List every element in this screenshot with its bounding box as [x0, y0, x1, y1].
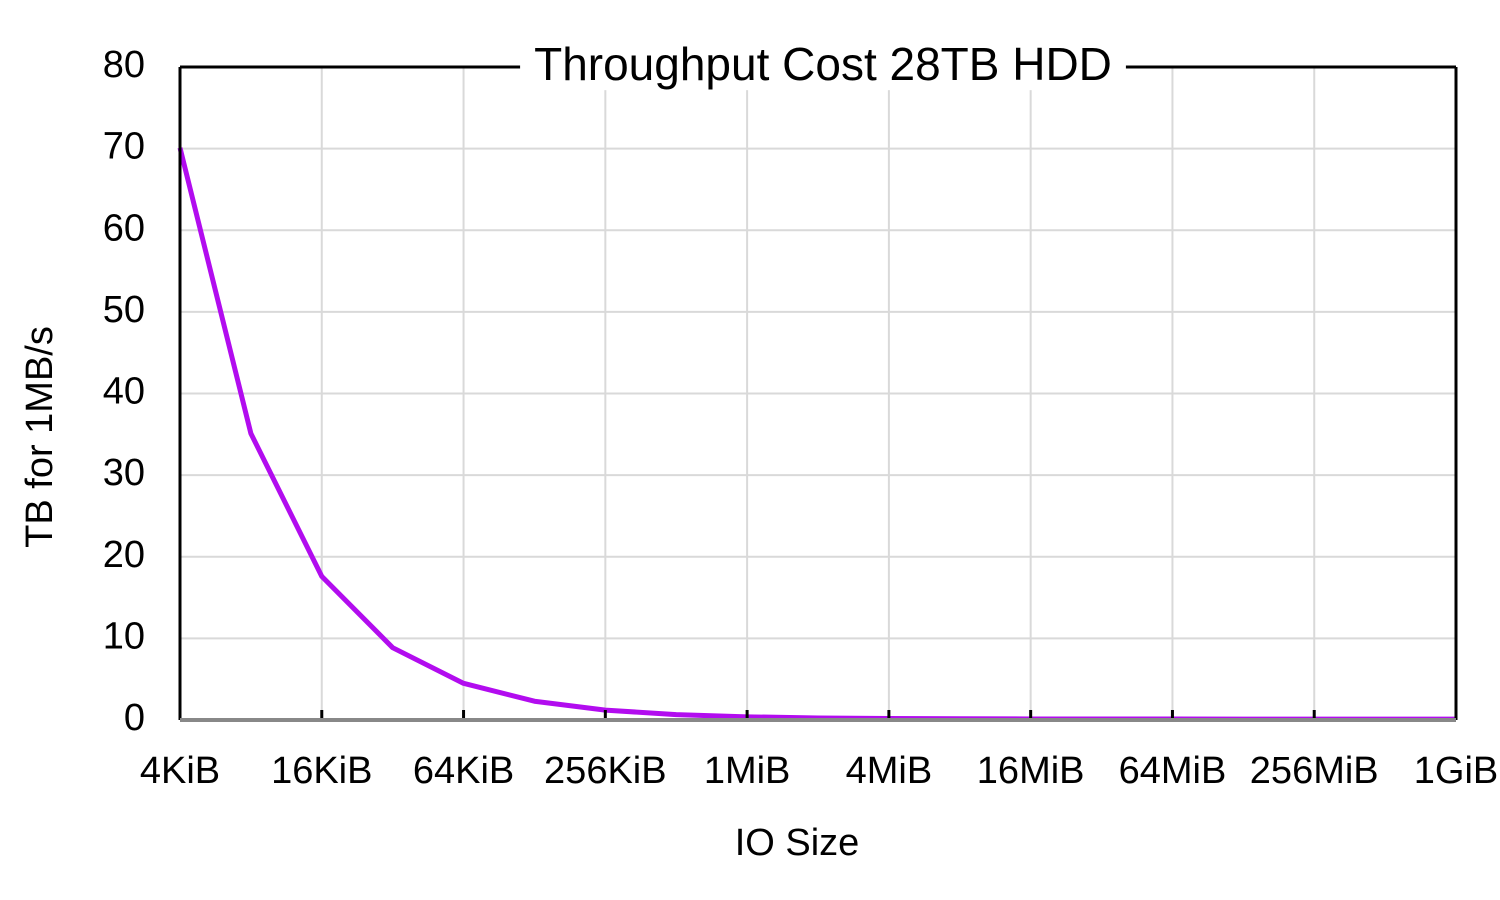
y-tick-label: 0 — [124, 697, 145, 739]
marks — [177, 147, 1456, 722]
x-tick-label: 256MiB — [1250, 750, 1379, 792]
x-tick-label: 256KiB — [544, 750, 667, 792]
y-tick-label: 50 — [103, 289, 145, 331]
y-tick-label: 40 — [103, 371, 145, 413]
title-background — [520, 38, 1126, 91]
x-tick-label: 4MiB — [846, 750, 933, 792]
x-axis-label: IO Size — [735, 822, 860, 864]
x-tick-label: 4KiB — [140, 750, 220, 792]
x-tick-label: 1MiB — [704, 750, 791, 792]
x-tick-label: 16MiB — [977, 750, 1085, 792]
chart-title: Throughput Cost 28TB HDD — [534, 38, 1112, 90]
y-axis-label: TB for 1MB/s — [19, 326, 61, 548]
y-tick-label: 60 — [103, 207, 145, 249]
y-tick-label: 80 — [103, 44, 145, 86]
x-tick-label: 64MiB — [1119, 750, 1227, 792]
x-tick-label: 16KiB — [271, 750, 372, 792]
data-line — [177, 147, 1456, 722]
y-tick-label: 10 — [103, 615, 145, 657]
y-tick-label: 20 — [103, 534, 145, 576]
y-tick-label: 70 — [103, 126, 145, 168]
y-tick-label: 30 — [103, 452, 145, 494]
axes: 0 10 20 30 40 50 60 70 80 4KiB 16KiB 64KiB 256KiB 1Mi… — [103, 44, 1499, 792]
grid — [179, 66, 1457, 721]
x-tick-label: 1GiB — [1414, 750, 1498, 792]
x-tick-label: 64KiB — [413, 750, 514, 792]
